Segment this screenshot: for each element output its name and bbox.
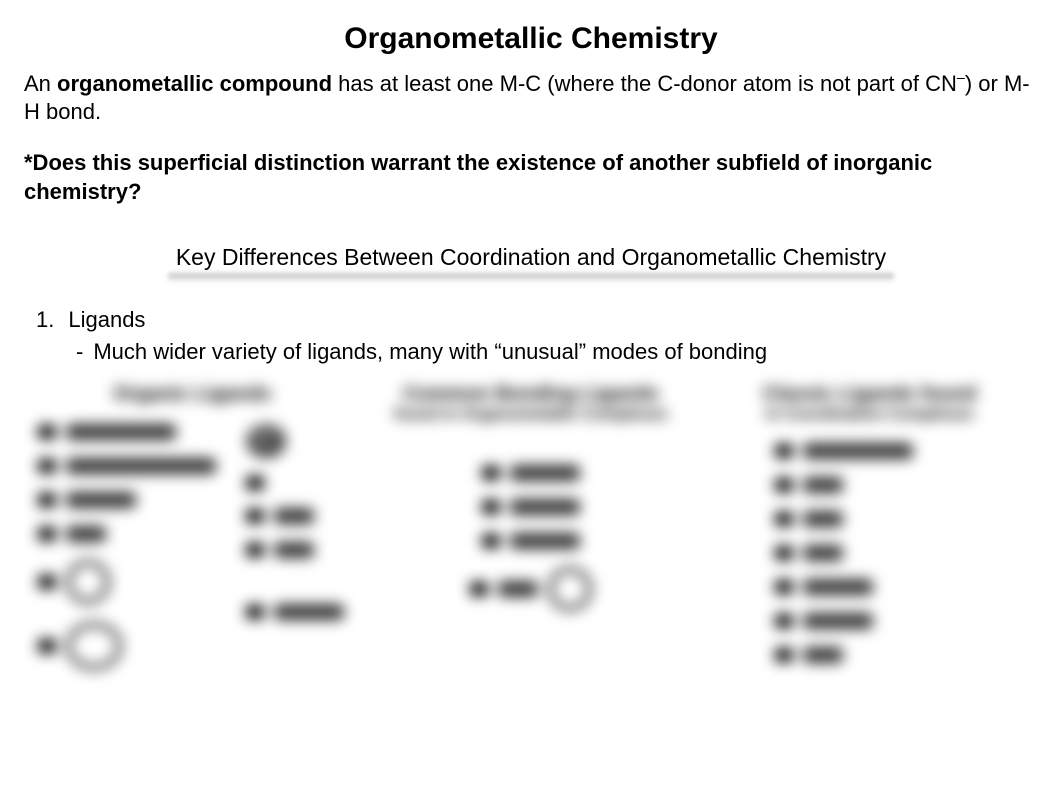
blurred-text (274, 542, 314, 558)
bullet-icon (38, 425, 56, 439)
blurred-item (246, 542, 344, 558)
intro-pre: An (24, 71, 57, 96)
blurred-text (66, 492, 136, 508)
blurred-text (66, 458, 216, 474)
blurred-item (775, 443, 1024, 459)
blurred-item (482, 465, 580, 481)
blurred-text (510, 533, 580, 549)
blurred-col-1: Organic Ligands (38, 383, 347, 680)
ring-icon (548, 567, 592, 611)
bullet-icon (246, 605, 264, 619)
intro-paragraph: An organometallic compound has at least … (24, 70, 1038, 125)
blurred-item (775, 477, 1024, 493)
blurred-text (803, 511, 843, 527)
blurred-text (803, 545, 843, 561)
list-sub-dash: - (76, 339, 83, 365)
blurred-item (470, 567, 592, 611)
blurred-content-region: Organic Ligands (24, 383, 1038, 680)
bullet-icon (38, 575, 56, 589)
list-number: 1. (36, 307, 54, 333)
intro-superscript: – (957, 71, 965, 87)
blurred-text (66, 526, 106, 542)
blurred-col-3: Classic Ligands found in Coordination Co… (715, 383, 1024, 680)
blurred-item (38, 622, 216, 670)
bullet-icon (246, 476, 264, 490)
blurred-text (274, 604, 344, 620)
spacer (246, 576, 344, 596)
list-sub-text: Much wider variety of ligands, many with… (93, 339, 767, 365)
blurred-item (775, 511, 1024, 527)
bullet-icon (38, 493, 56, 507)
intro-bold: organometallic compound (57, 71, 332, 96)
ring-icon (66, 560, 110, 604)
blurred-item (246, 508, 344, 524)
blurred-item (38, 424, 216, 440)
blurred-text (66, 424, 176, 440)
bullet-icon (246, 543, 264, 557)
blurred-text (510, 499, 580, 515)
page-root: Organometallic Chemistry An organometall… (0, 0, 1062, 797)
blurred-col-2: Common Bonding Ligands found in Organome… (377, 383, 686, 680)
blurred-item (482, 533, 580, 549)
blurred-col3-heading-l1: Classic Ligands found (715, 383, 1024, 406)
blurred-item (38, 458, 216, 474)
blurred-col2-heading: Common Bonding Ligands found in Organome… (377, 383, 686, 424)
page-title: Organometallic Chemistry (24, 22, 1038, 56)
blurred-col1-body (38, 424, 347, 680)
blurred-text (803, 477, 843, 493)
bullet-icon (482, 466, 500, 480)
blurred-item (246, 476, 344, 490)
bullet-icon (38, 527, 56, 541)
blurred-col1-right (246, 424, 344, 680)
question-paragraph: *Does this superficial distinction warra… (24, 149, 1038, 206)
blurred-col2-body (377, 465, 686, 621)
bullet-icon (38, 459, 56, 473)
blurred-item (38, 526, 216, 542)
blurred-text (803, 613, 873, 629)
blurred-item (246, 604, 344, 620)
blurred-text (510, 465, 580, 481)
blurred-item (246, 424, 344, 458)
blurred-item (38, 492, 216, 508)
blurred-item (775, 579, 1024, 595)
blurred-item (775, 613, 1024, 629)
blurred-text (498, 581, 538, 597)
bullet-icon (470, 582, 488, 596)
blurred-col1-heading: Organic Ligands (38, 383, 347, 406)
list-subitem-1: - Much wider variety of ligands, many wi… (76, 339, 1038, 365)
blurred-col2-heading-l2: found in Organometallic Complexes (377, 406, 686, 424)
blurred-item (38, 560, 216, 604)
blurred-col3-heading: Classic Ligands found in Coordination Co… (715, 383, 1024, 424)
bullet-icon (246, 509, 264, 523)
ring-icon (66, 622, 122, 670)
bullet-icon (775, 648, 793, 662)
blurred-item (775, 545, 1024, 561)
blurred-item (775, 647, 1024, 663)
blurred-text (803, 579, 873, 595)
blurred-text (803, 647, 843, 663)
shape-icon (246, 424, 286, 458)
bullet-icon (775, 580, 793, 594)
subheading-container: Key Differences Between Coordination and… (24, 242, 1038, 277)
bullet-icon (775, 546, 793, 560)
blurred-col2-heading-l1: Common Bonding Ligands (377, 383, 686, 406)
blurred-item (482, 499, 580, 515)
list-item-text: Ligands (68, 307, 145, 333)
bullet-icon (775, 614, 793, 628)
bullet-icon (775, 512, 793, 526)
subheading: Key Differences Between Coordination and… (168, 242, 894, 277)
intro-mid: has at least one M-C (where the C-donor … (332, 71, 957, 96)
list: 1. Ligands - Much wider variety of ligan… (36, 307, 1038, 365)
blurred-col1-left (38, 424, 216, 680)
list-item-1: 1. Ligands (36, 307, 1038, 333)
blurred-text (274, 508, 314, 524)
bullet-icon (775, 478, 793, 492)
bullet-icon (775, 444, 793, 458)
blurred-text (803, 443, 913, 459)
bullet-icon (482, 500, 500, 514)
bullet-icon (482, 534, 500, 548)
bullet-icon (38, 639, 56, 653)
blurred-col3-heading-l2: in Coordination Complexes (715, 406, 1024, 424)
blurred-col3-body (775, 443, 1024, 673)
